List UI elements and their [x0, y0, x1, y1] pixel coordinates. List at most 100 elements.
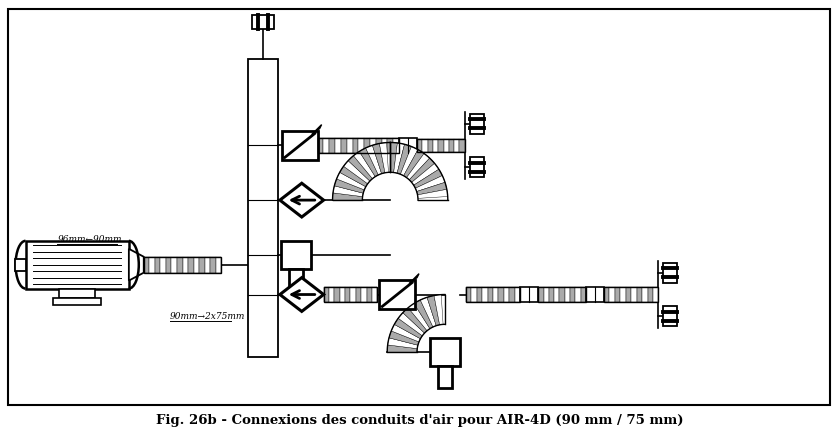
- Bar: [417, 138, 422, 152]
- Bar: [539, 286, 544, 303]
- Bar: [388, 138, 393, 153]
- Bar: [470, 157, 483, 177]
- Bar: [399, 138, 417, 153]
- Polygon shape: [366, 145, 382, 175]
- Text: 90mm→2x75mm: 90mm→2x75mm: [169, 312, 245, 321]
- Bar: [615, 286, 620, 303]
- Bar: [487, 286, 493, 303]
- Polygon shape: [373, 144, 385, 173]
- Bar: [149, 257, 155, 273]
- Bar: [664, 307, 677, 326]
- Bar: [642, 286, 648, 303]
- Polygon shape: [393, 143, 404, 173]
- Polygon shape: [404, 150, 424, 178]
- Bar: [539, 286, 586, 303]
- Polygon shape: [379, 143, 388, 173]
- Bar: [653, 286, 659, 303]
- Bar: [631, 286, 637, 303]
- Text: Fig. 26b - Connexions des conduits d'air pour AIR-4D (90 mm / 75 mm): Fig. 26b - Connexions des conduits d'air…: [156, 414, 683, 427]
- Polygon shape: [415, 176, 445, 191]
- Polygon shape: [399, 313, 425, 336]
- Bar: [248, 59, 278, 357]
- Bar: [318, 138, 324, 153]
- Bar: [428, 138, 433, 152]
- Bar: [520, 286, 539, 303]
- Bar: [282, 131, 318, 160]
- Polygon shape: [353, 152, 375, 179]
- Polygon shape: [394, 318, 422, 339]
- Polygon shape: [420, 297, 436, 327]
- Bar: [155, 257, 160, 273]
- Polygon shape: [409, 274, 419, 283]
- Bar: [626, 286, 631, 303]
- Polygon shape: [388, 345, 417, 352]
- Bar: [581, 286, 586, 303]
- Bar: [449, 138, 454, 152]
- Bar: [472, 286, 477, 303]
- Bar: [183, 257, 188, 273]
- Bar: [509, 286, 515, 303]
- Bar: [351, 286, 356, 303]
- Bar: [60, 289, 95, 298]
- Bar: [470, 114, 483, 134]
- Polygon shape: [391, 325, 420, 342]
- Bar: [515, 286, 520, 303]
- Bar: [466, 286, 520, 303]
- Polygon shape: [359, 148, 378, 177]
- Bar: [504, 286, 509, 303]
- Bar: [382, 138, 388, 153]
- Bar: [438, 366, 451, 388]
- Bar: [482, 286, 487, 303]
- Polygon shape: [418, 189, 448, 198]
- Bar: [370, 138, 376, 153]
- Polygon shape: [414, 169, 442, 188]
- Polygon shape: [311, 124, 321, 134]
- Bar: [358, 138, 364, 153]
- Bar: [361, 286, 367, 303]
- Bar: [324, 138, 329, 153]
- Bar: [604, 286, 609, 303]
- Bar: [493, 286, 498, 303]
- Polygon shape: [412, 163, 439, 185]
- Bar: [376, 138, 382, 153]
- Bar: [329, 138, 335, 153]
- Bar: [54, 298, 101, 305]
- Polygon shape: [403, 308, 427, 333]
- Polygon shape: [400, 147, 418, 176]
- Bar: [335, 286, 340, 303]
- Bar: [372, 286, 378, 303]
- Bar: [335, 138, 341, 153]
- Bar: [393, 138, 399, 153]
- Bar: [438, 138, 444, 152]
- Polygon shape: [434, 295, 443, 325]
- Polygon shape: [388, 338, 418, 349]
- Polygon shape: [397, 144, 411, 174]
- Polygon shape: [414, 300, 433, 328]
- Polygon shape: [332, 193, 362, 200]
- Polygon shape: [408, 304, 430, 331]
- Bar: [177, 257, 183, 273]
- Bar: [637, 286, 642, 303]
- Bar: [609, 286, 615, 303]
- Bar: [199, 257, 205, 273]
- Bar: [560, 286, 565, 303]
- Polygon shape: [390, 142, 398, 173]
- Bar: [188, 257, 194, 273]
- Bar: [586, 286, 604, 303]
- Bar: [25, 241, 129, 289]
- Polygon shape: [335, 179, 364, 193]
- Bar: [576, 286, 581, 303]
- Bar: [356, 286, 361, 303]
- Bar: [554, 286, 560, 303]
- Bar: [252, 15, 274, 29]
- Bar: [14, 259, 25, 271]
- Bar: [422, 138, 428, 152]
- Bar: [289, 268, 303, 290]
- Bar: [329, 286, 335, 303]
- Polygon shape: [407, 153, 430, 180]
- Bar: [347, 138, 352, 153]
- Bar: [352, 138, 358, 153]
- Bar: [324, 286, 378, 303]
- Bar: [648, 286, 653, 303]
- Bar: [549, 286, 554, 303]
